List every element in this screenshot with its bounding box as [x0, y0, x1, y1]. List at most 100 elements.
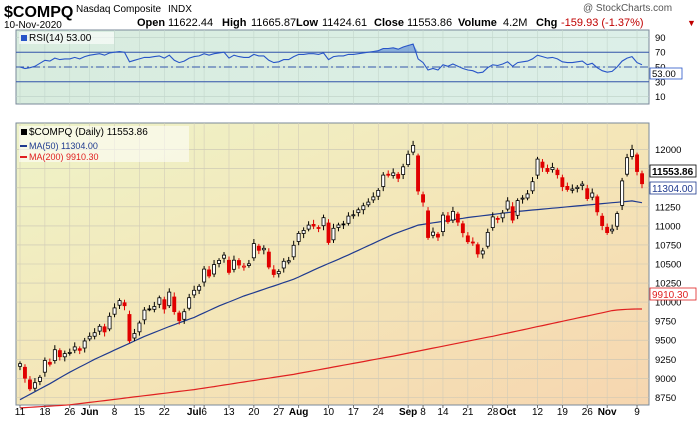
candle-body: [505, 200, 510, 210]
candle-body: [376, 189, 381, 197]
candle-body: [142, 309, 147, 321]
candle-body: [72, 346, 77, 351]
candle-body: [167, 291, 172, 307]
candle-body: [485, 231, 490, 247]
candle-body: [495, 217, 500, 220]
ma50-series-line: [19, 200, 643, 401]
close-value-tag: 11553.86: [652, 167, 694, 178]
candle-body: [635, 154, 639, 172]
candle-body: [112, 307, 117, 315]
candle-body: [386, 173, 391, 176]
candle-body: [326, 222, 331, 243]
candle-body: [421, 194, 425, 203]
candle-body: [276, 271, 281, 275]
candle-body: [296, 232, 301, 242]
candle-body: [445, 215, 450, 223]
candle-body: [580, 183, 585, 187]
candle-body: [351, 214, 356, 217]
candle-body: [431, 231, 435, 236]
candle-body: [92, 332, 97, 337]
x-tick-label: 28: [487, 407, 499, 418]
candle-body: [560, 177, 565, 187]
candle-body: [570, 188, 575, 191]
price-tick-label: 10750: [655, 240, 681, 251]
candle-body: [311, 223, 316, 227]
candle-body: [366, 201, 371, 206]
candle-body: [231, 259, 236, 270]
candle-body: [286, 260, 291, 263]
x-tick-label: 8: [420, 407, 426, 418]
open-value: 11622.44: [168, 17, 213, 29]
candle-body: [207, 269, 211, 277]
x-tick-label: 6: [201, 407, 207, 418]
candle-body: [440, 214, 445, 233]
candle-body: [500, 212, 505, 219]
candle-body: [426, 210, 430, 238]
close-value: 11553.86: [407, 17, 452, 29]
candle-body: [172, 296, 177, 313]
price-tick-label: 11000: [655, 221, 681, 232]
rsi-series-line: [19, 43, 643, 74]
candle-body: [510, 206, 515, 221]
candle-body: [82, 340, 87, 349]
rsi-tick-label: 90: [655, 33, 666, 44]
candle-body: [177, 312, 182, 322]
price-tick-label: 11250: [655, 202, 681, 213]
candle-body: [515, 200, 520, 216]
candle-body: [331, 227, 336, 241]
x-tick-label: 10: [323, 407, 335, 418]
price-tick-label: 8750: [655, 393, 676, 404]
candle-body: [550, 166, 555, 170]
candle-body: [595, 196, 600, 213]
candle-body: [565, 185, 570, 190]
x-tick-label: 15: [134, 407, 146, 418]
x-tick-label: 13: [223, 407, 235, 418]
candle-body: [605, 226, 610, 234]
price-legend: $COMPQ (Daily) 11553.86: [29, 127, 148, 138]
ma200-legend: MA(200) 9910.30: [29, 152, 99, 162]
x-tick-label: 24: [373, 407, 385, 418]
candle-body: [266, 251, 271, 268]
candle-body: [57, 350, 62, 358]
chg-label: Chg: [536, 17, 557, 29]
ma50-legend: MA(50) 11304.00: [29, 141, 98, 151]
price-legend-swatch: [21, 129, 27, 135]
x-tick-label: 22: [159, 407, 171, 418]
candle-body: [411, 144, 416, 153]
price-panel: 1200011750115001125011000107501050010250…: [15, 122, 697, 409]
high-value: 11665.87: [251, 17, 296, 29]
price-tick-label: 9500: [655, 336, 676, 347]
candle-body: [62, 353, 67, 358]
x-tick-label: 8: [112, 407, 118, 418]
x-tick-label: 12: [532, 407, 544, 418]
candle-body: [346, 215, 351, 224]
price-tick-label: 12000: [655, 145, 681, 156]
candle-body: [291, 244, 296, 258]
candle-body: [202, 268, 207, 283]
candle-body: [381, 174, 386, 187]
x-tick-label: 27: [273, 407, 285, 418]
low-value: 11424.61: [322, 17, 367, 29]
candle-body: [251, 243, 256, 259]
brand-watermark: @ StockCharts.com: [583, 3, 672, 14]
candle-body: [391, 172, 396, 176]
candle-body: [182, 311, 187, 320]
symbol-exchange: INDX: [168, 4, 192, 15]
candle-body: [236, 260, 241, 266]
rsi-value-tag: 53.00: [652, 69, 676, 80]
x-tick-label: 18: [39, 407, 51, 418]
candle-body: [575, 186, 580, 190]
candle-body: [590, 192, 595, 198]
candle-body: [321, 217, 326, 227]
chg-down-icon: ▼: [687, 18, 696, 28]
candle-body: [261, 247, 266, 251]
candle-body: [341, 223, 346, 226]
candle-body: [147, 308, 152, 311]
low-label: Low: [296, 17, 318, 29]
candle-body: [620, 180, 625, 206]
chart-header: $COMPQ Nasdaq Composite INDX 10-Nov-2020…: [4, 3, 696, 31]
volume-value: 4.2M: [503, 17, 527, 29]
candle-body: [406, 153, 411, 166]
candle-body: [137, 322, 142, 333]
